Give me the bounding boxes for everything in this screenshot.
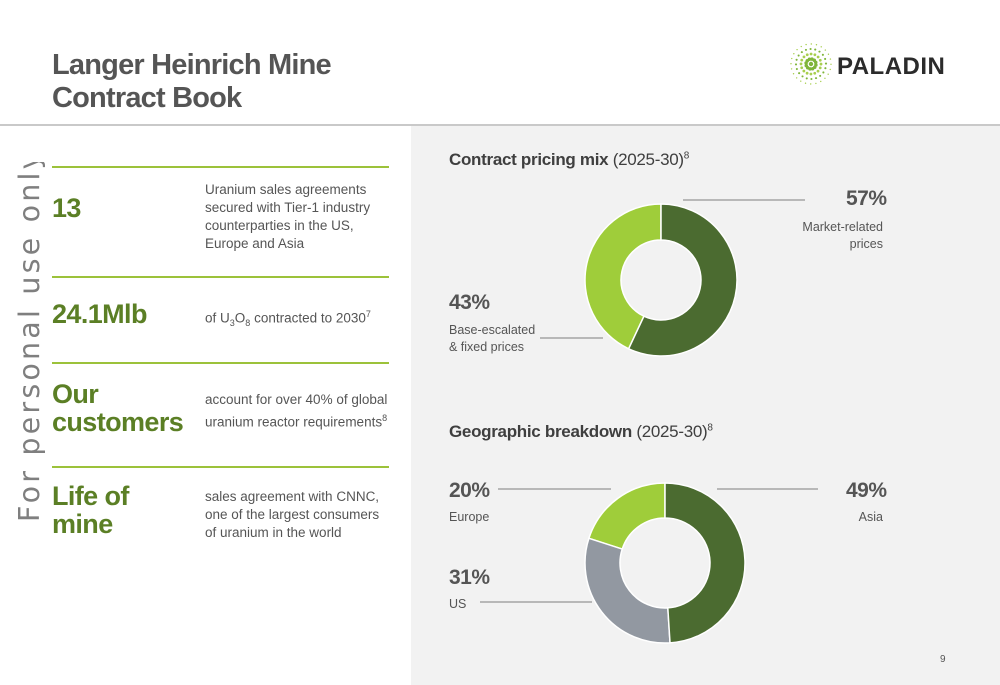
page-number: 9 bbox=[940, 654, 946, 665]
stat-divider bbox=[52, 362, 389, 364]
stat-description: Uranium sales agreements secured with Ti… bbox=[205, 182, 371, 251]
stat-divider bbox=[52, 166, 389, 168]
slice-label: Market-related prices bbox=[802, 220, 883, 251]
stat-value: 13 bbox=[52, 193, 81, 223]
starburst-logo-icon bbox=[790, 43, 832, 85]
stat-description: sales agreement with CNNC, one of the la… bbox=[205, 489, 380, 540]
chart-title: Geographic breakdown (2025-30)8 bbox=[449, 422, 713, 441]
slice-percentage: 43% bbox=[449, 291, 490, 314]
slice-label: Europe bbox=[449, 510, 490, 524]
stat-description: account for over 40% of global uranium r… bbox=[205, 392, 388, 430]
title-line-1: Langer Heinrich Mine bbox=[52, 49, 332, 81]
slice-percentage: 31% bbox=[449, 566, 490, 589]
slice-label: Base-escalated & fixed prices bbox=[449, 323, 536, 354]
slice-percentage: 49% bbox=[846, 479, 887, 502]
chart-title: Contract pricing mix (2025-30)8 bbox=[449, 150, 690, 169]
stat-description: of U3O8 contracted to 20307 bbox=[205, 309, 371, 329]
slice-label: Asia bbox=[858, 510, 883, 524]
charts-panel bbox=[411, 126, 1000, 685]
paladin-logo: PALADIN bbox=[789, 38, 959, 94]
watermark: For personal use only bbox=[7, 149, 47, 522]
stat-divider bbox=[52, 466, 389, 468]
logo-text: PALADIN bbox=[837, 53, 946, 80]
slice-percentage: 20% bbox=[449, 479, 490, 502]
stat-divider bbox=[52, 276, 389, 278]
header-divider bbox=[0, 124, 1000, 126]
stat-value: Life of mine bbox=[52, 481, 129, 539]
slice-label: US bbox=[449, 597, 467, 611]
title-line-2: Contract Book bbox=[52, 82, 242, 114]
watermark-text: For personal use only bbox=[13, 162, 46, 522]
slice-percentage: 57% bbox=[846, 187, 887, 210]
stat-value: Our customers bbox=[52, 379, 184, 437]
stat-value: 24.1Mlb bbox=[52, 299, 147, 329]
page-title: Langer Heinrich Mine Contract Book bbox=[52, 49, 332, 115]
